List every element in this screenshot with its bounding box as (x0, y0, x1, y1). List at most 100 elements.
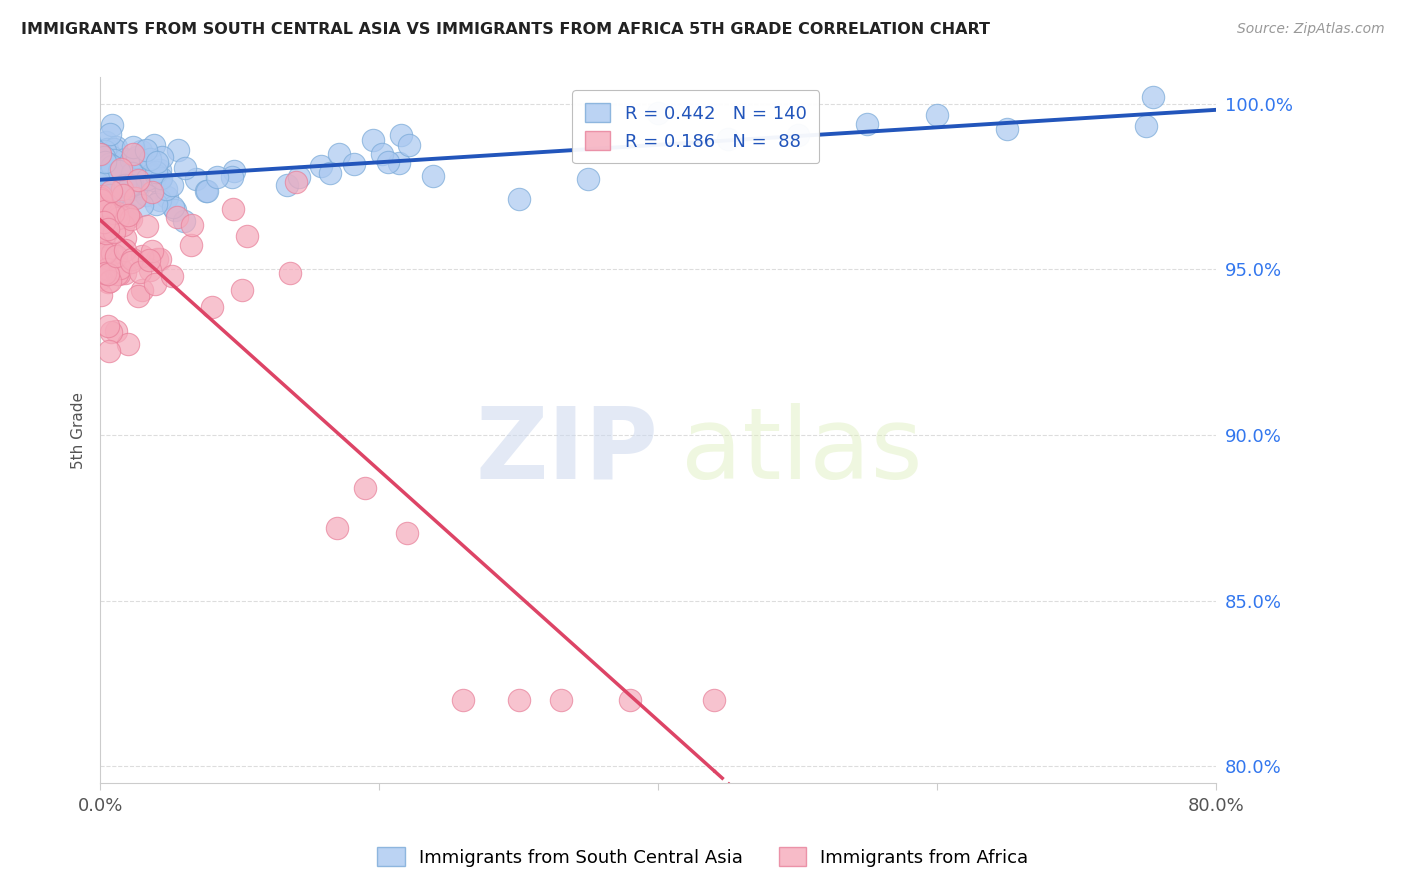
Point (100, 184, 122, 198)
Point (117, 336, 139, 351)
Point (118, 158, 141, 172)
Point (508, 693, 530, 707)
Point (100, 274, 122, 288)
Point (97, 344, 120, 359)
Point (104, 187, 127, 202)
Point (107, 192, 129, 206)
Point (105, 186, 128, 200)
Point (162, 268, 184, 283)
Point (94, 266, 117, 280)
Point (91, 175, 114, 189)
Point (89, 147, 111, 161)
Point (118, 169, 141, 184)
Point (129, 144, 152, 158)
Point (422, 169, 444, 183)
Point (93, 201, 115, 215)
Point (94, 251, 117, 265)
Point (97, 275, 120, 289)
Point (100, 159, 122, 173)
Point (120, 160, 142, 174)
Point (319, 166, 342, 180)
Point (856, 117, 879, 131)
Point (90, 288, 112, 302)
Point (107, 190, 129, 204)
Point (1142, 90, 1164, 104)
Point (96, 244, 118, 259)
Point (343, 157, 366, 171)
Point (786, 128, 808, 142)
Point (105, 178, 128, 192)
Point (236, 229, 259, 244)
Point (167, 143, 190, 157)
Point (100, 179, 122, 194)
Point (120, 153, 142, 167)
Point (103, 225, 125, 239)
Point (90, 194, 112, 208)
Text: Source: ZipAtlas.com: Source: ZipAtlas.com (1237, 22, 1385, 37)
Point (90, 185, 112, 199)
Point (107, 195, 129, 210)
Point (131, 198, 153, 212)
Point (127, 173, 149, 187)
Point (112, 218, 135, 232)
Point (105, 206, 128, 220)
Point (103, 169, 125, 184)
Point (578, 172, 600, 186)
Point (90, 223, 112, 237)
Point (89, 272, 111, 286)
Point (201, 300, 224, 314)
Point (231, 283, 253, 297)
Point (120, 212, 142, 227)
Point (101, 245, 124, 260)
Legend: Immigrants from South Central Asia, Immigrants from Africa: Immigrants from South Central Asia, Immi… (370, 840, 1036, 874)
Point (141, 186, 163, 200)
Point (136, 164, 159, 178)
Point (104, 186, 127, 200)
Point (90, 197, 112, 211)
Point (194, 185, 217, 199)
Point (328, 147, 350, 161)
Point (98, 168, 121, 182)
Point (104, 324, 127, 338)
Point (550, 693, 572, 707)
Point (94, 204, 117, 219)
Point (138, 252, 160, 267)
Point (155, 182, 177, 196)
Point (451, 693, 474, 707)
Point (98, 181, 121, 195)
Point (389, 128, 412, 142)
Point (110, 197, 132, 211)
Point (98, 157, 121, 171)
Point (98, 127, 121, 141)
Text: IMMIGRANTS FROM SOUTH CENTRAL ASIA VS IMMIGRANTS FROM AFRICA 5TH GRADE CORRELATI: IMMIGRANTS FROM SOUTH CENTRAL ASIA VS IM… (21, 22, 990, 37)
Point (90, 189, 112, 203)
Point (121, 252, 143, 267)
Point (128, 265, 150, 279)
Point (108, 164, 131, 178)
Point (184, 172, 207, 186)
Point (143, 173, 166, 187)
Point (221, 202, 243, 216)
Point (180, 237, 202, 252)
Point (103, 153, 125, 168)
Point (173, 214, 195, 228)
Point (127, 289, 149, 303)
Point (120, 255, 142, 269)
Point (174, 161, 197, 175)
Point (96, 206, 118, 220)
Point (112, 153, 135, 168)
Point (139, 262, 162, 277)
Point (156, 190, 179, 204)
Point (107, 157, 129, 171)
Point (104, 198, 127, 212)
Point (94, 144, 117, 158)
Legend: R = 0.442   N = 140, R = 0.186   N =  88: R = 0.442 N = 140, R = 0.186 N = 88 (572, 90, 820, 163)
Point (100, 187, 122, 202)
Point (117, 208, 139, 222)
Point (107, 211, 129, 226)
Point (131, 283, 153, 297)
Point (94, 246, 117, 260)
Point (108, 260, 131, 275)
Point (105, 267, 128, 281)
Point (136, 219, 159, 234)
